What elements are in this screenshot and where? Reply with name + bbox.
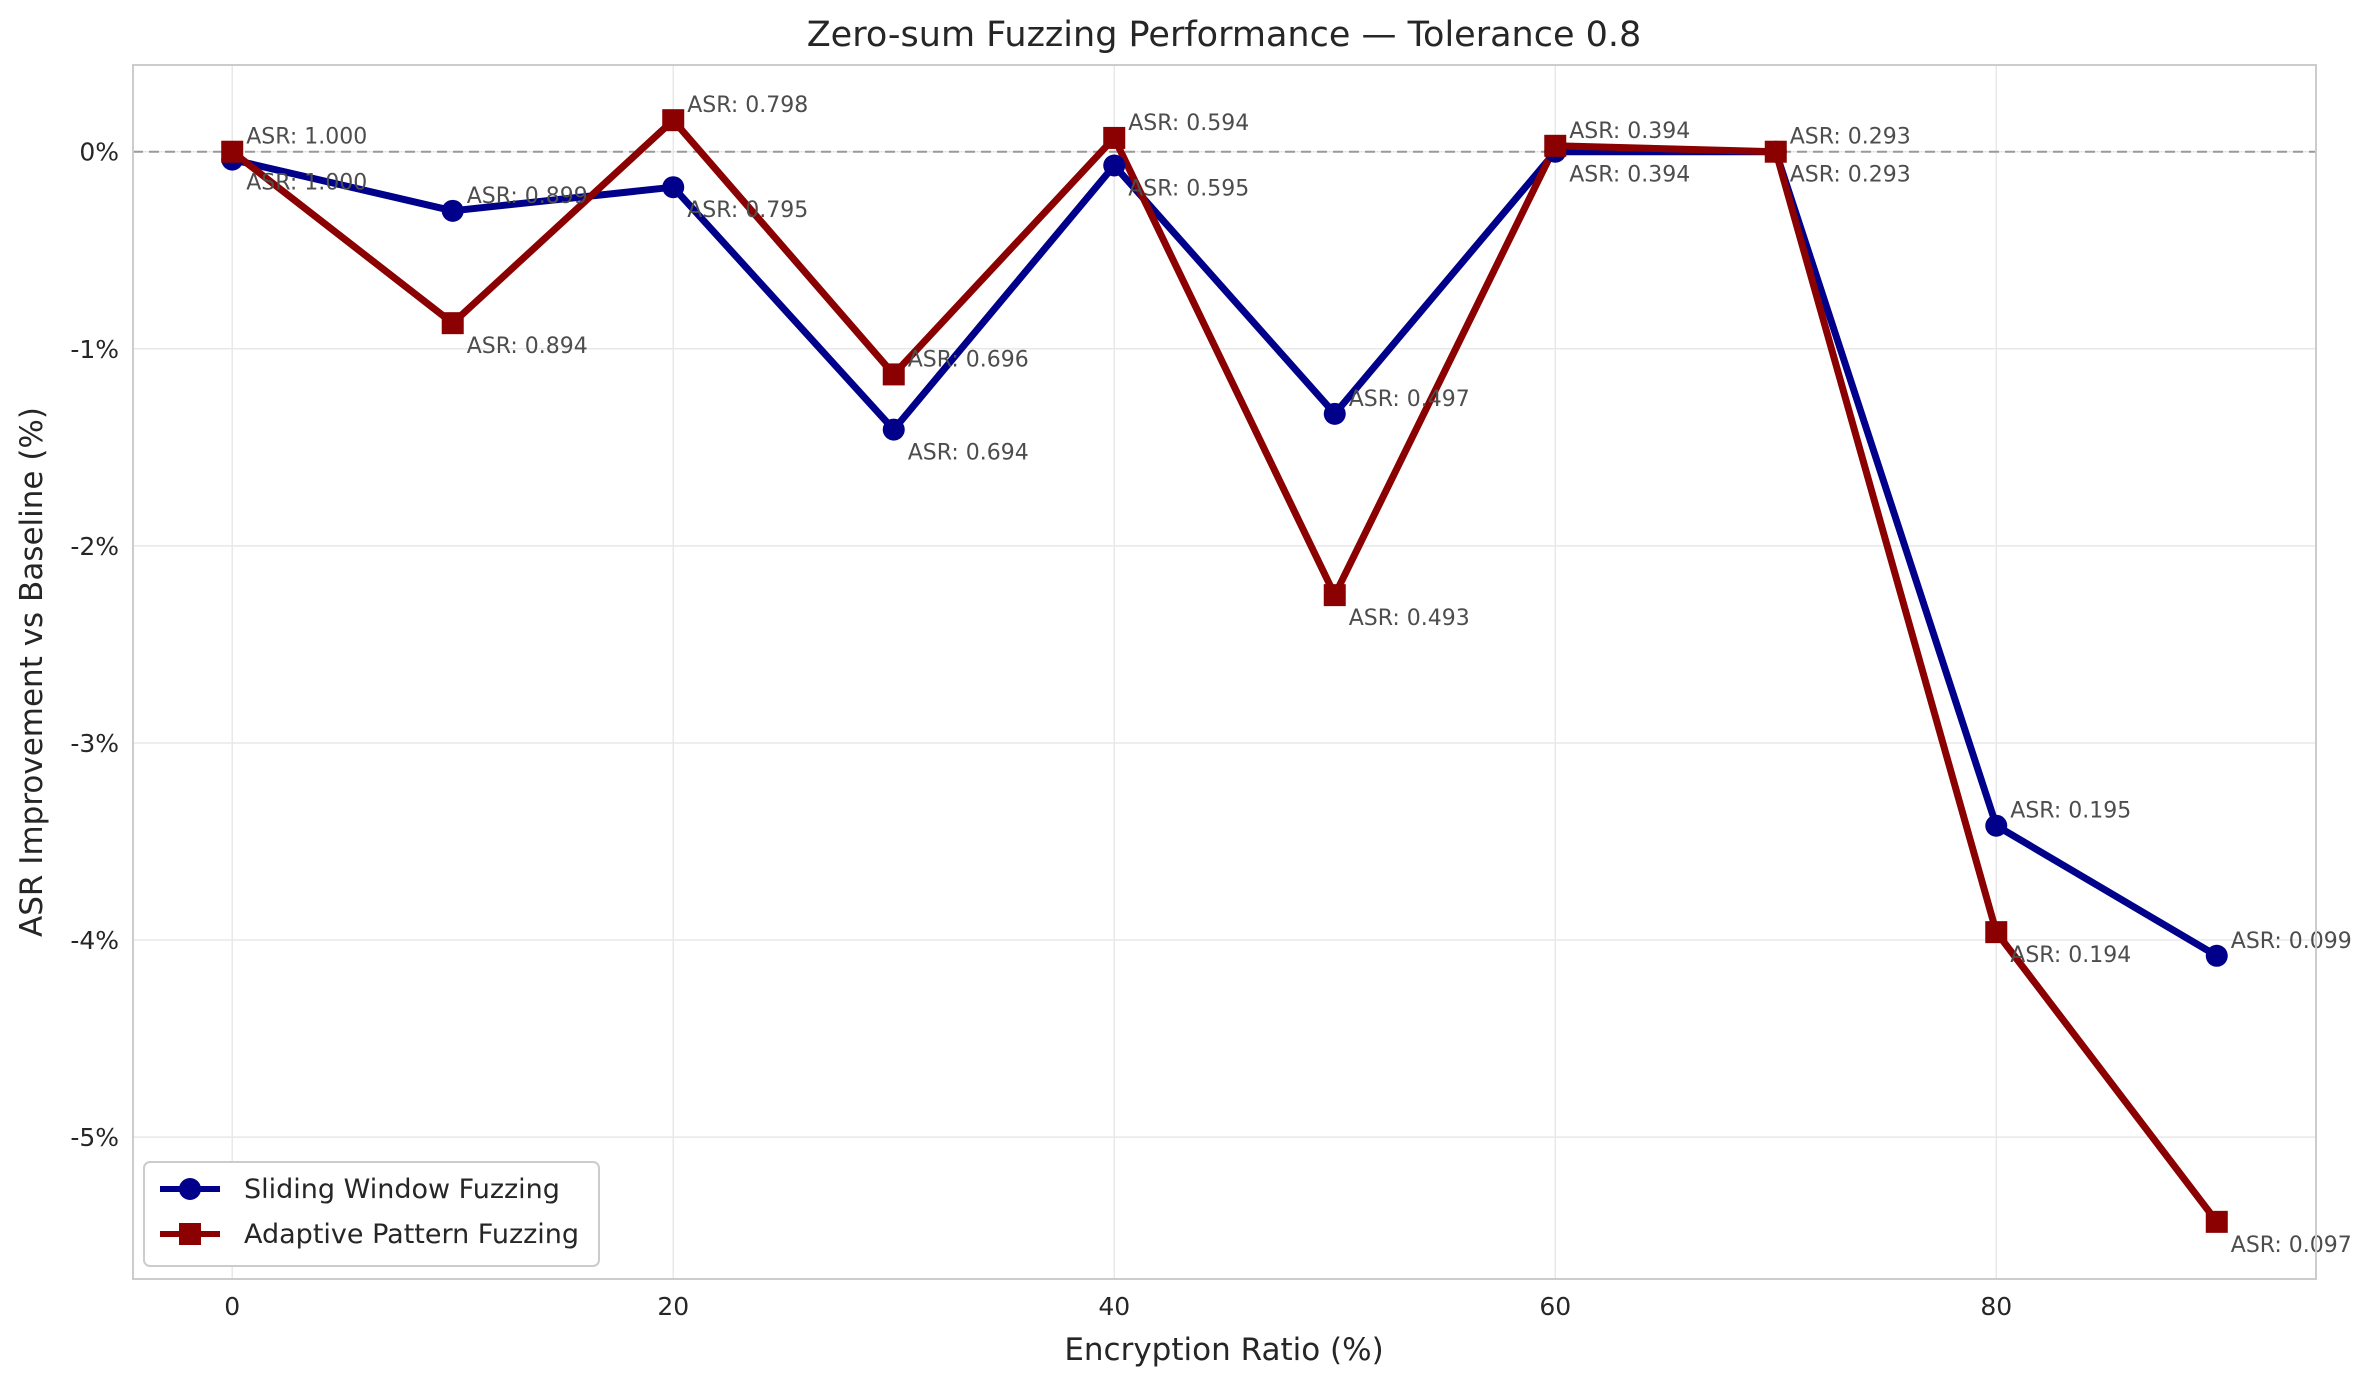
legend: Sliding Window Fuzzing Adaptive Pattern … — [143, 1161, 600, 1267]
data-label: ASR: 0.394 — [1569, 119, 1690, 144]
plot-frame — [132, 64, 2317, 1280]
data-point-square — [221, 140, 244, 163]
data-label: ASR: 0.798 — [687, 93, 808, 118]
data-point-square — [1544, 134, 1567, 157]
x-tick-label: 40 — [1098, 1292, 1130, 1321]
y-tick-label: -2% — [70, 532, 119, 561]
data-labels: ASR: 1.000 ASR: 0.899 ASR: 0.795 ASR: 0.694… — [246, 93, 2352, 1258]
data-label: ASR: 1.000 — [246, 171, 367, 196]
legend-marker-circle — [179, 1178, 201, 1200]
data-point-circle — [441, 199, 464, 222]
data-point-circle — [2205, 944, 2228, 967]
x-tick-label: 80 — [1980, 1292, 2012, 1321]
data-label: ASR: 0.099 — [2231, 929, 2352, 954]
data-label: ASR: 0.497 — [1349, 387, 1470, 412]
series-line-adaptive-pattern-fuzzing — [228, 116, 2221, 1226]
legend-box — [143, 1161, 600, 1267]
data-label: ASR: 0.795 — [687, 198, 808, 223]
data-label: ASR: 0.493 — [1349, 606, 1470, 631]
data-label: ASR: 0.195 — [2010, 799, 2131, 824]
y-axis-title: ASR Improvement vs Baseline (%) — [14, 407, 50, 937]
data-point-circle — [662, 176, 685, 199]
data-point-square — [1764, 140, 1787, 163]
data-label: ASR: 0.594 — [1128, 111, 1249, 136]
data-point-square — [441, 312, 464, 335]
x-tick-label: 0 — [224, 1292, 240, 1321]
legend-label-adaptive-pattern: Adaptive Pattern Fuzzing — [244, 1219, 579, 1250]
data-point-square — [1103, 126, 1126, 149]
data-point-square — [662, 109, 685, 132]
y-tick-label: -4% — [70, 926, 119, 955]
data-label: ASR: 0.595 — [1128, 177, 1249, 202]
data-point-square — [1985, 921, 2008, 944]
data-point-square — [1323, 584, 1346, 607]
x-tick-label: 60 — [1539, 1292, 1571, 1321]
x-axis-title: Encryption Ratio (%) — [1064, 1332, 1383, 1368]
data-label: ASR: 0.694 — [908, 441, 1029, 466]
legend-marker-square — [179, 1223, 201, 1245]
data-label: ASR: 0.293 — [1790, 125, 1911, 150]
data-label: ASR: 0.899 — [467, 184, 588, 209]
data-label: ASR: 0.293 — [1790, 163, 1911, 188]
data-point-circle — [1323, 402, 1346, 425]
data-point-square — [2205, 1210, 2228, 1233]
data-label: ASR: 0.194 — [2010, 943, 2131, 968]
data-point-circle — [1985, 814, 2008, 837]
data-point-circle — [882, 418, 905, 441]
y-tick-label: -1% — [70, 335, 119, 364]
tick-labels: 0 20 40 60 80 0% -1% -2% -3% -4% -5% — [70, 138, 2012, 1321]
y-tick-label: -5% — [70, 1123, 119, 1152]
data-label: ASR: 0.696 — [908, 347, 1029, 372]
data-label: ASR: 0.894 — [467, 334, 588, 359]
series-line-sliding-window-fuzzing — [228, 148, 2221, 960]
legend-item-adaptive-pattern: Adaptive Pattern Fuzzing — [160, 1219, 579, 1250]
data-label: ASR: 0.394 — [1569, 163, 1690, 188]
data-point-square — [882, 363, 905, 386]
legend-label-sliding-window: Sliding Window Fuzzing — [244, 1174, 560, 1205]
data-point-circle — [1103, 154, 1126, 177]
data-label: ASR: 1.000 — [246, 125, 367, 150]
y-tick-label: -3% — [70, 729, 119, 758]
y-tick-label: 0% — [79, 138, 119, 167]
x-tick-label: 20 — [657, 1292, 689, 1321]
data-label: ASR: 0.097 — [2231, 1233, 2352, 1258]
series-layer — [221, 109, 2228, 1233]
legend-item-sliding-window: Sliding Window Fuzzing — [160, 1174, 560, 1205]
plot-background — [133, 65, 2316, 1279]
chart-title: Zero-sum Fuzzing Performance — Tolerance… — [807, 15, 1642, 55]
